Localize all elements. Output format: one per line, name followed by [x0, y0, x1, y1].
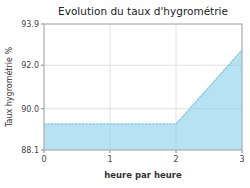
y-grid-line	[44, 65, 242, 66]
ticks: 0 1 2 3 88.1 90.0 92.0 93.9	[21, 20, 244, 164]
plot-frame	[44, 24, 242, 150]
x-tick-label: 1	[107, 155, 112, 164]
x-tick-label: 3	[239, 155, 244, 164]
area	[44, 50, 242, 150]
x-tick-label: 2	[173, 155, 178, 164]
y-axis-label: Taux hygrométrie %	[4, 47, 14, 129]
y-tick-label: 90.0	[21, 105, 39, 114]
y-tick-label: 93.9	[21, 20, 39, 29]
title: Evolution du taux d'hygrométrie	[58, 5, 228, 17]
chart: 0 1 2 3 88.1 90.0 92.0 93.9 Evolution du taux d'…	[0, 0, 250, 188]
line	[44, 50, 242, 124]
plot-area	[44, 50, 242, 150]
y-tick-label: 92.0	[21, 61, 39, 70]
y-tick-label: 88.1	[21, 146, 39, 155]
grid	[44, 24, 242, 150]
x-axis-label: heure par heure	[104, 170, 182, 180]
x-tick-label: 0	[41, 155, 46, 164]
